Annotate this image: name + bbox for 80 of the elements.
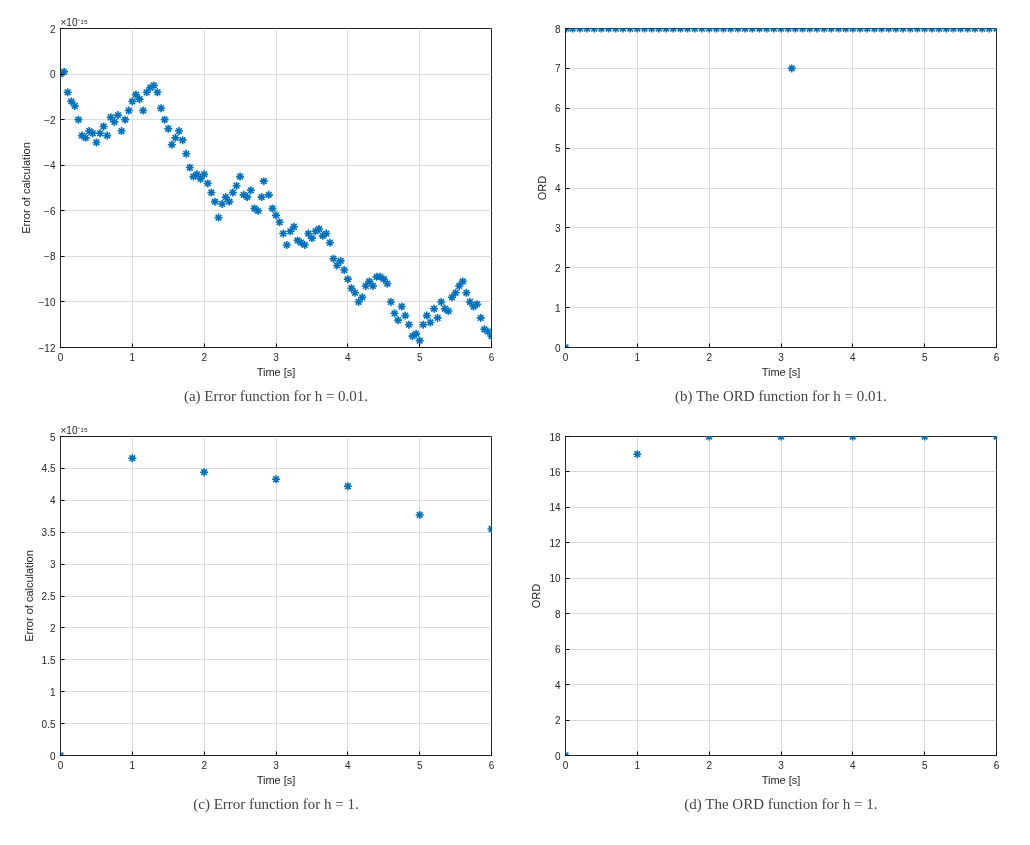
y-tick-label: 6 [554,103,561,115]
x-axis-title: Time [s] [761,365,801,378]
y-tick-label: 6 [554,644,561,656]
y-tick-label: 8 [554,608,561,620]
y-tick-label: 16 [549,466,561,478]
y-tick-label: 3 [49,559,56,571]
x-tick-label: 4 [850,759,857,771]
y-axis-title: Error of calculation [22,550,35,642]
x-tick-label: 2 [201,351,208,363]
x-tick-label: 1 [634,759,641,771]
x-tick-label: 6 [993,351,1000,363]
y-tick-label: −2 [44,114,56,126]
x-tick-label: 0 [57,351,64,363]
x-tick-label: 5 [416,351,423,363]
x-tick-label: 4 [850,351,857,363]
x-tick-label: 2 [706,759,713,771]
y-axis-title: ORD [535,175,548,201]
x-tick-label: 5 [921,351,928,363]
y-tick-label: 10 [549,573,561,585]
y-tick-label: 2 [49,622,56,634]
text: ×10⁻¹⁵ [60,16,88,28]
y-tick-label: −10 [38,296,56,308]
x-tick-label: 3 [273,759,280,771]
x-tick-label: 5 [416,759,423,771]
y-tick-label: 4 [554,183,561,194]
y-tick-label: 4.5 [41,463,56,475]
y-tick-label: 0 [554,342,561,354]
x-tick-label: 4 [345,351,352,363]
x-tick-label: 3 [778,759,785,771]
text: (b) The ORD function for h = 0.01. [674,387,887,405]
y-axis-title: Error of calculation [19,142,32,234]
y-tick-label: 0 [554,750,561,762]
x-tick-label: 4 [345,759,352,771]
x-tick-label: 0 [57,759,64,771]
x-tick-label: 2 [706,351,713,363]
y-tick-label: 2 [554,715,561,727]
y-tick-label: 0.5 [41,718,56,730]
y-tick-label: 4 [49,495,56,507]
x-axis-title: Time [s] [761,773,801,786]
y-tick-label: −12 [38,342,56,354]
y-axis-title: ORD [530,583,543,609]
x-tick-label: 6 [488,351,495,363]
x-tick-label: 3 [778,351,785,363]
y-tick-label: 8 [554,23,561,35]
y-tick-label: 3.5 [41,527,56,539]
y-tick-label: 2 [554,262,561,274]
x-tick-label: 5 [921,759,928,771]
x-tick-label: 6 [993,759,1000,771]
text: (c) Error function for h = 1. [193,795,359,813]
x-tick-label: 2 [201,759,208,771]
y-tick-label: 2 [49,23,56,35]
y-tick-label: 14 [549,502,561,514]
y-tick-label: 0 [49,750,56,762]
y-tick-label: 18 [549,431,561,443]
y-tick-label: 5 [554,143,561,155]
text: (d) The ORD function for h = 1. [684,795,878,813]
y-tick-label: 5 [49,431,56,443]
y-tick-label: −6 [44,205,56,217]
x-tick-label: 0 [562,351,569,363]
y-tick-label: 2.5 [41,591,56,602]
y-tick-label: 4 [554,679,561,691]
y-tick-label: 0 [49,69,56,81]
x-tick-label: 1 [129,351,136,363]
x-tick-label: 6 [488,759,495,771]
x-tick-label: 0 [562,759,569,771]
y-tick-label: −8 [44,251,56,263]
y-tick-label: 1 [49,686,56,698]
x-tick-label: 1 [129,759,136,771]
x-tick-label: 3 [273,351,280,363]
y-tick-label: 12 [549,537,561,549]
text: ×10⁻¹⁵ [60,424,88,436]
y-tick-label: 7 [554,63,561,75]
y-tick-label: 1 [554,302,561,314]
y-tick-label: 3 [554,222,561,234]
text: (a) Error function for h = 0.01. [183,387,369,405]
y-tick-label: −4 [44,160,56,172]
x-tick-label: 1 [634,351,641,363]
x-axis-title: Time [s] [256,773,296,786]
y-tick-label: 1.5 [41,654,56,666]
x-axis-title: Time [s] [256,365,296,378]
